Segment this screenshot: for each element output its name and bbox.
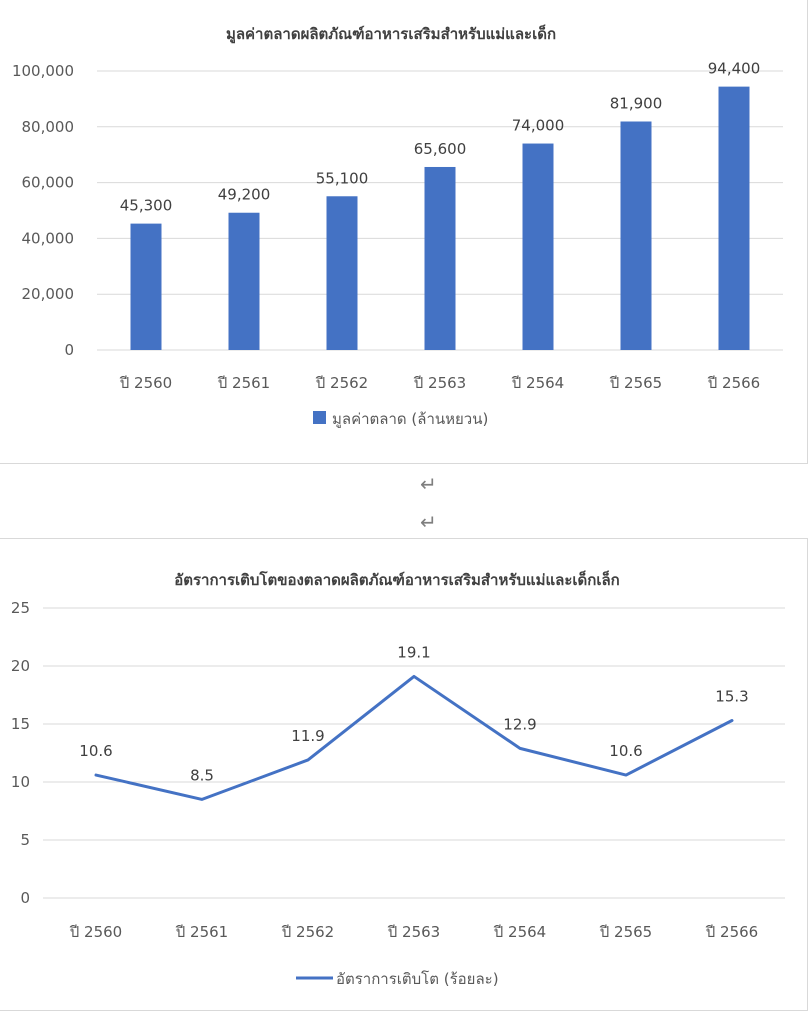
data-label: 81,900 (610, 94, 663, 112)
x-tick-label: ปี 2561 (217, 374, 270, 392)
bar (718, 86, 750, 351)
y-tick-label: 0 (64, 341, 74, 359)
data-label: 74,000 (512, 117, 565, 135)
series-line (94, 674, 734, 801)
data-label: 94,400 (708, 60, 761, 78)
x-tick-label: ปี 2564 (511, 374, 564, 392)
x-tick-label: ปี 2560 (119, 374, 172, 392)
line-chart-frame: อัตราการเติบโตของตลาดผลิตภัณฑ์อาหารเสริม… (0, 538, 808, 1011)
y-tick-label: 10 (11, 773, 30, 791)
x-tick-label: ปี 2565 (599, 923, 652, 941)
y-tick-label: 20 (11, 657, 30, 675)
data-label: 12.9 (503, 715, 536, 733)
y-tick-label: 100,000 (12, 62, 74, 80)
bar-chart: มูลค่าตลาดผลิตภัณฑ์อาหารเสริมสำหรับแม่แล… (12, 24, 783, 428)
x-tick-label: ปี 2566 (707, 374, 760, 392)
data-label: 45,300 (120, 197, 173, 215)
bar (326, 196, 358, 350)
x-tick-label: ปี 2563 (387, 923, 440, 941)
paragraph-mark: ↵ (420, 510, 437, 534)
data-label: 55,100 (316, 169, 369, 187)
legend-swatch (313, 411, 326, 424)
y-tick-label: 0 (20, 889, 30, 907)
bar-chart-frame: มูลค่าตลาดผลิตภัณฑ์อาหารเสริมสำหรับแม่แล… (0, 0, 808, 464)
data-label: 10.6 (79, 742, 112, 760)
data-label: 15.3 (715, 688, 748, 706)
y-tick-label: 5 (20, 831, 30, 849)
legend-label: อัตราการเติบโต (ร้อยละ) (336, 970, 499, 988)
x-tick-label: ปี 2565 (609, 374, 662, 392)
y-tick-label: 15 (11, 715, 30, 733)
y-tick-label: 60,000 (22, 174, 75, 192)
line-chart: อัตราการเติบโตของตลาดผลิตภัณฑ์อาหารเสริม… (11, 570, 785, 988)
line-chart-legend: อัตราการเติบโต (ร้อยละ) (296, 970, 499, 988)
y-tick-label: 40,000 (22, 229, 75, 247)
x-tick-label: ปี 2560 (69, 923, 122, 941)
y-tick-label: 25 (11, 599, 30, 617)
x-tick-label: ปี 2562 (281, 923, 334, 941)
bar-chart-legend: มูลค่าตลาด (ล้านหยวน) (313, 410, 488, 428)
x-tick-label: ปี 2562 (315, 374, 368, 392)
bar (620, 121, 652, 351)
bar (424, 166, 456, 350)
x-tick-label: ปี 2563 (413, 374, 466, 392)
data-label: 49,200 (218, 186, 271, 204)
paragraph-mark: ↵ (420, 472, 437, 496)
data-label: 65,600 (414, 140, 467, 158)
line-chart-title: อัตราการเติบโตของตลาดผลิตภัณฑ์อาหารเสริม… (174, 570, 620, 589)
data-label: 19.1 (397, 643, 430, 661)
data-label: 8.5 (190, 766, 214, 784)
bar (130, 223, 162, 350)
bar-chart-title: มูลค่าตลาดผลิตภัณฑ์อาหารเสริมสำหรับแม่แล… (226, 24, 556, 44)
x-tick-label: ปี 2566 (705, 923, 758, 941)
bar (522, 143, 554, 350)
y-tick-label: 20,000 (22, 285, 75, 303)
legend-label: มูลค่าตลาด (ล้านหยวน) (332, 410, 488, 428)
data-label: 11.9 (291, 727, 324, 745)
x-tick-label: ปี 2561 (175, 923, 228, 941)
y-tick-label: 80,000 (22, 118, 75, 136)
data-label: 10.6 (609, 742, 642, 760)
x-tick-label: ปี 2564 (493, 923, 546, 941)
bar (228, 212, 260, 350)
